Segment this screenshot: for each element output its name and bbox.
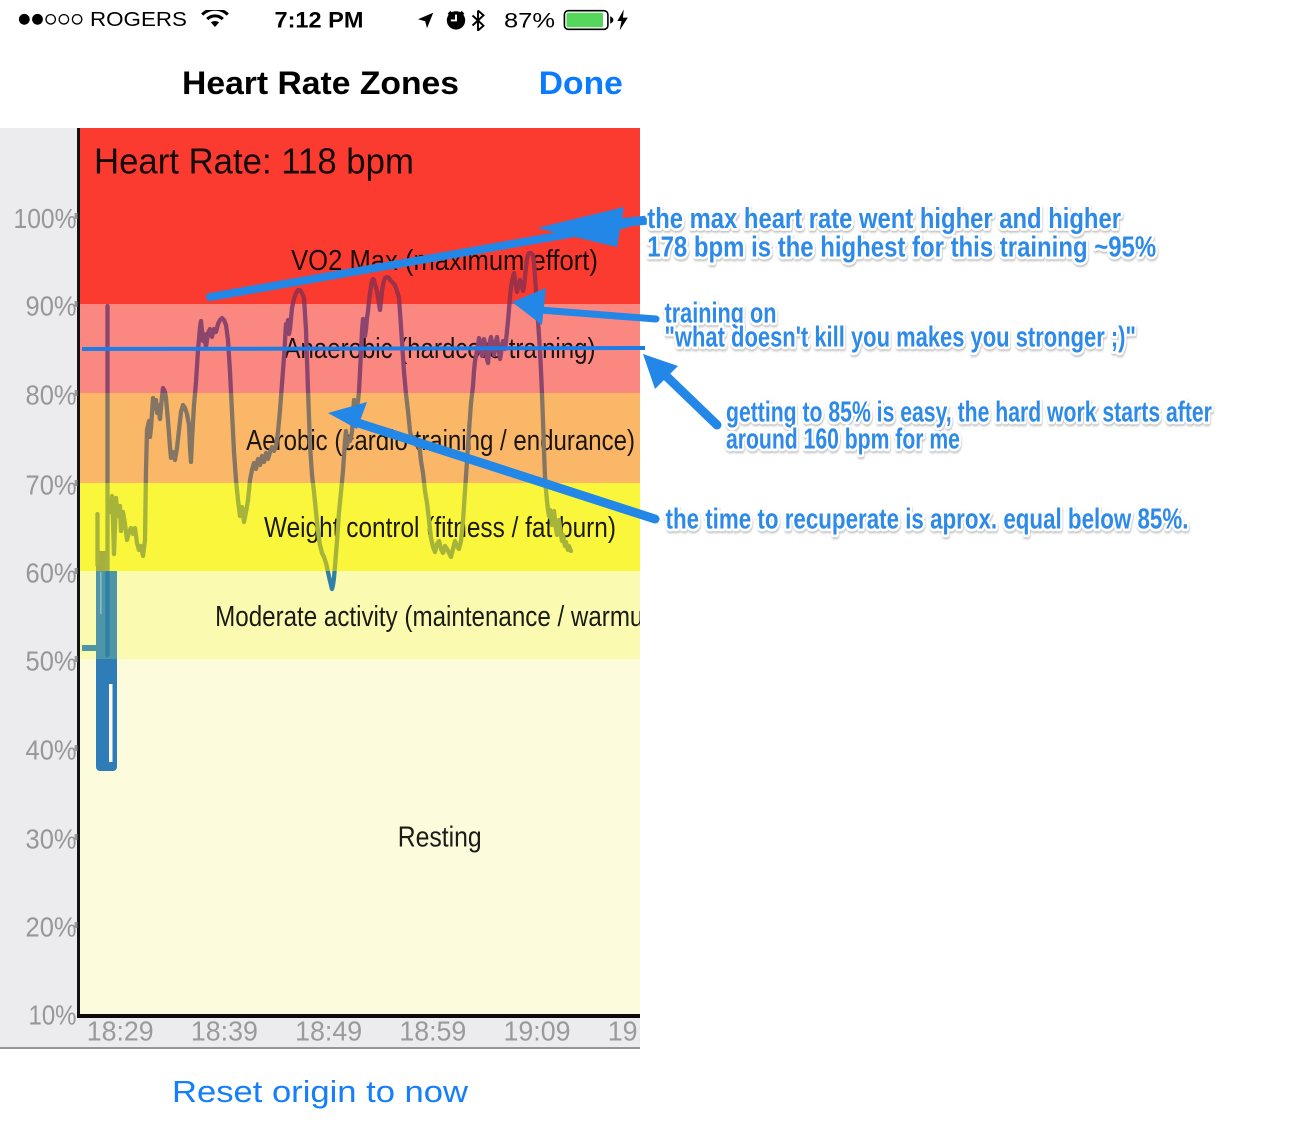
svg-text:19:19: 19:19 — [608, 1015, 675, 1046]
svg-text:"what doesn't kill you makes y: "what doesn't kill you makes you stronge… — [665, 322, 1136, 353]
svg-text:Resting: Resting — [398, 821, 482, 853]
svg-text:Heart Rate: 118 bpm: Heart Rate: 118 bpm — [94, 141, 414, 182]
svg-text:getting to 85% is easy, the ha: getting to 85% is easy, the hard work st… — [726, 397, 1212, 429]
svg-text:Reset origin to now: Reset origin to now — [172, 1074, 468, 1109]
svg-text:10%: 10% — [29, 999, 77, 1031]
svg-text:18:59: 18:59 — [399, 1015, 466, 1046]
svg-text:Heart Rate Zones: Heart Rate Zones — [182, 65, 459, 101]
svg-text:around 160 bpm for me: around 160 bpm for me — [726, 424, 960, 456]
svg-text:the time to recuperate is apro: the time to recuperate is aprox. equal b… — [666, 504, 1189, 535]
svg-text:18:49: 18:49 — [295, 1015, 362, 1046]
svg-text:80%: 80% — [26, 379, 77, 410]
svg-text:training on: training on — [665, 298, 777, 330]
svg-text:40%: 40% — [26, 734, 77, 765]
svg-text:30%: 30% — [26, 823, 77, 854]
svg-text:50%: 50% — [26, 645, 77, 676]
svg-text:7:12 PM: 7:12 PM — [275, 7, 364, 32]
svg-text:the max heart rate went higher: the max heart rate went higher and highe… — [647, 202, 1121, 235]
svg-text:19:09: 19:09 — [504, 1015, 571, 1046]
svg-text:Done: Done — [539, 65, 623, 101]
svg-text:100%: 100% — [14, 202, 77, 234]
svg-text:Moderate activity (maintenance: Moderate activity (maintenance / warmup) — [215, 600, 665, 632]
svg-text:ROGERS: ROGERS — [90, 8, 187, 31]
svg-text:18:39: 18:39 — [191, 1015, 258, 1046]
svg-text:178 bpm is the highest for thi: 178 bpm is the highest for this training… — [647, 231, 1156, 263]
svg-text:90%: 90% — [26, 290, 77, 321]
svg-text:60%: 60% — [26, 557, 77, 588]
svg-text:87%: 87% — [504, 8, 555, 32]
svg-text:20%: 20% — [26, 911, 77, 942]
svg-text:70%: 70% — [26, 469, 77, 500]
svg-text:18:29: 18:29 — [87, 1015, 154, 1046]
